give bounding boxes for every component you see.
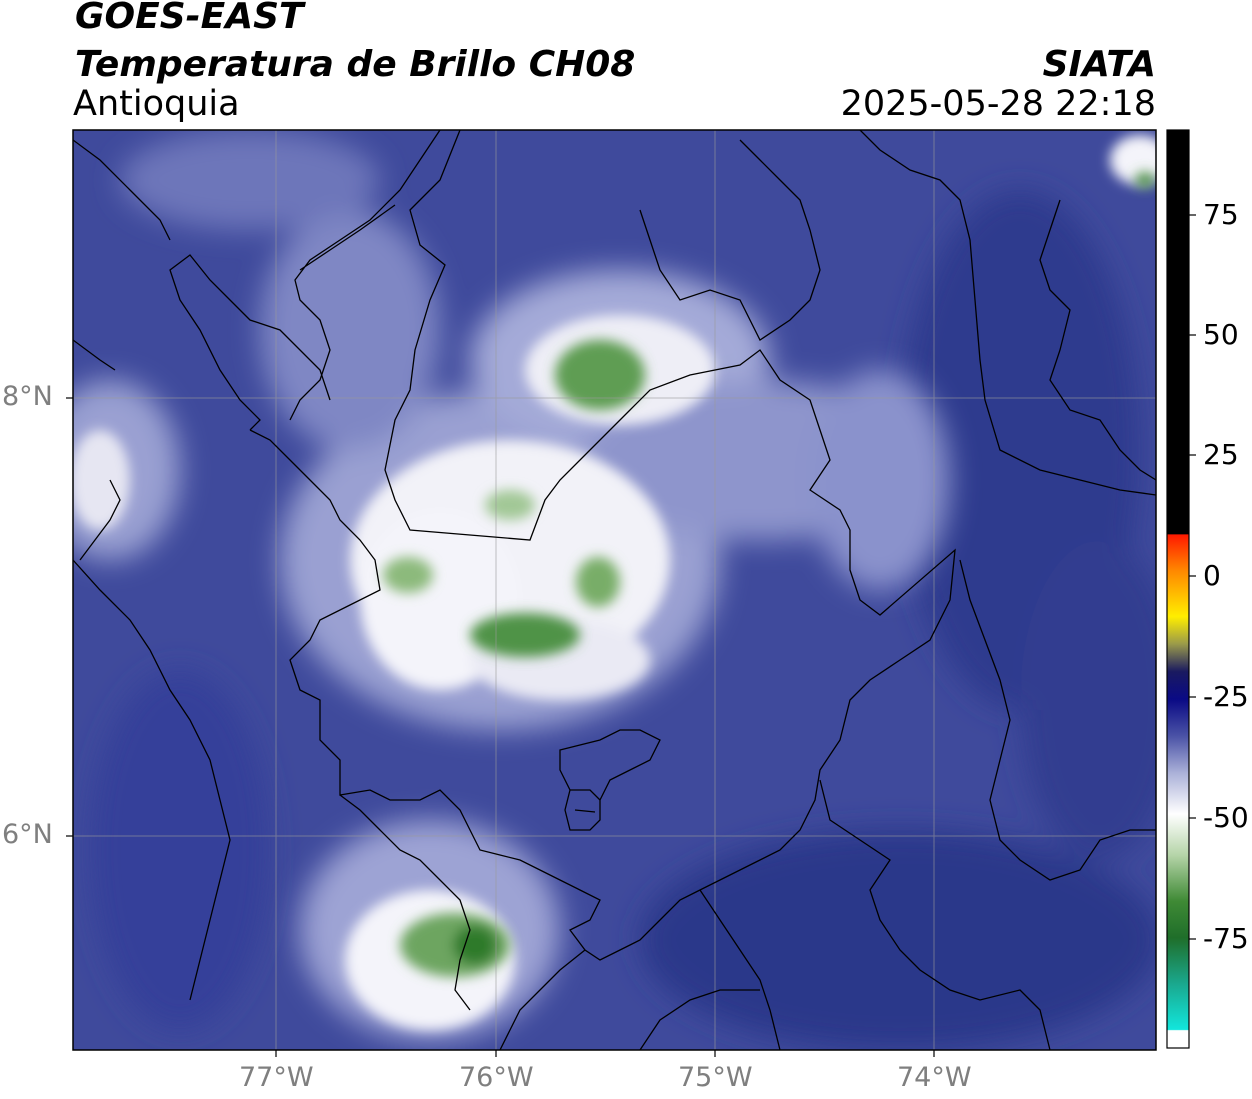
colorbar-frame	[1166, 129, 1190, 1049]
south-border	[339, 794, 471, 1011]
inner-municipios	[559, 729, 661, 831]
colorbar	[1167, 130, 1189, 1048]
colorbar-label-75: 75	[1203, 198, 1239, 231]
cundinamarca-border	[639, 989, 760, 1050]
region-label: Antioquia	[73, 84, 240, 124]
lon-label-76w: 76°W	[459, 1062, 534, 1093]
pacific-coast	[73, 559, 231, 1001]
cold-cloud-tops	[383, 172, 1155, 977]
west-border	[73, 139, 171, 241]
axis-ticks	[66, 397, 935, 1057]
cordoba-border	[639, 139, 821, 341]
map-frame	[72, 129, 1157, 1051]
santander-border	[959, 559, 1156, 881]
colorbar-label-0: 0	[1203, 559, 1221, 592]
boyaca-border	[819, 779, 1051, 1050]
deep-blue-zones	[90, 190, 1156, 1050]
coastline-uraba	[289, 130, 441, 421]
panama-border	[73, 339, 121, 561]
bolivar-border	[859, 130, 1156, 496]
colorbar-label-25: 25	[1203, 438, 1239, 471]
satellite-title: GOES-EAST	[75, 0, 304, 37]
lat-label-8n: 8°N	[2, 381, 53, 412]
lat-label-6n: 6°N	[2, 819, 53, 850]
colorbar-label-neg25: -25	[1203, 680, 1249, 713]
lon-label-77w: 77°W	[239, 1062, 314, 1093]
choco-border	[169, 254, 331, 431]
product-title: Temperatura de Brillo CH08	[75, 44, 636, 85]
colorbar-label-neg75: -75	[1203, 922, 1249, 955]
lon-label-75w: 75°W	[678, 1062, 753, 1093]
caldas-border	[499, 889, 781, 1050]
cesar-border	[1039, 199, 1156, 481]
colorbar-label-50: 50	[1203, 318, 1239, 351]
graticule	[73, 130, 1156, 1050]
antioquia-border	[249, 130, 956, 961]
satellite-image-layer	[73, 130, 1156, 1050]
boundaries	[73, 130, 1156, 1050]
colorbar-ticks	[1189, 214, 1196, 940]
agency-label: SIATA	[1042, 44, 1156, 85]
colorbar-label-neg50: -50	[1203, 801, 1249, 834]
lon-label-74w: 74°W	[897, 1062, 972, 1093]
datetime-label: 2025-05-28 22:18	[840, 84, 1156, 124]
